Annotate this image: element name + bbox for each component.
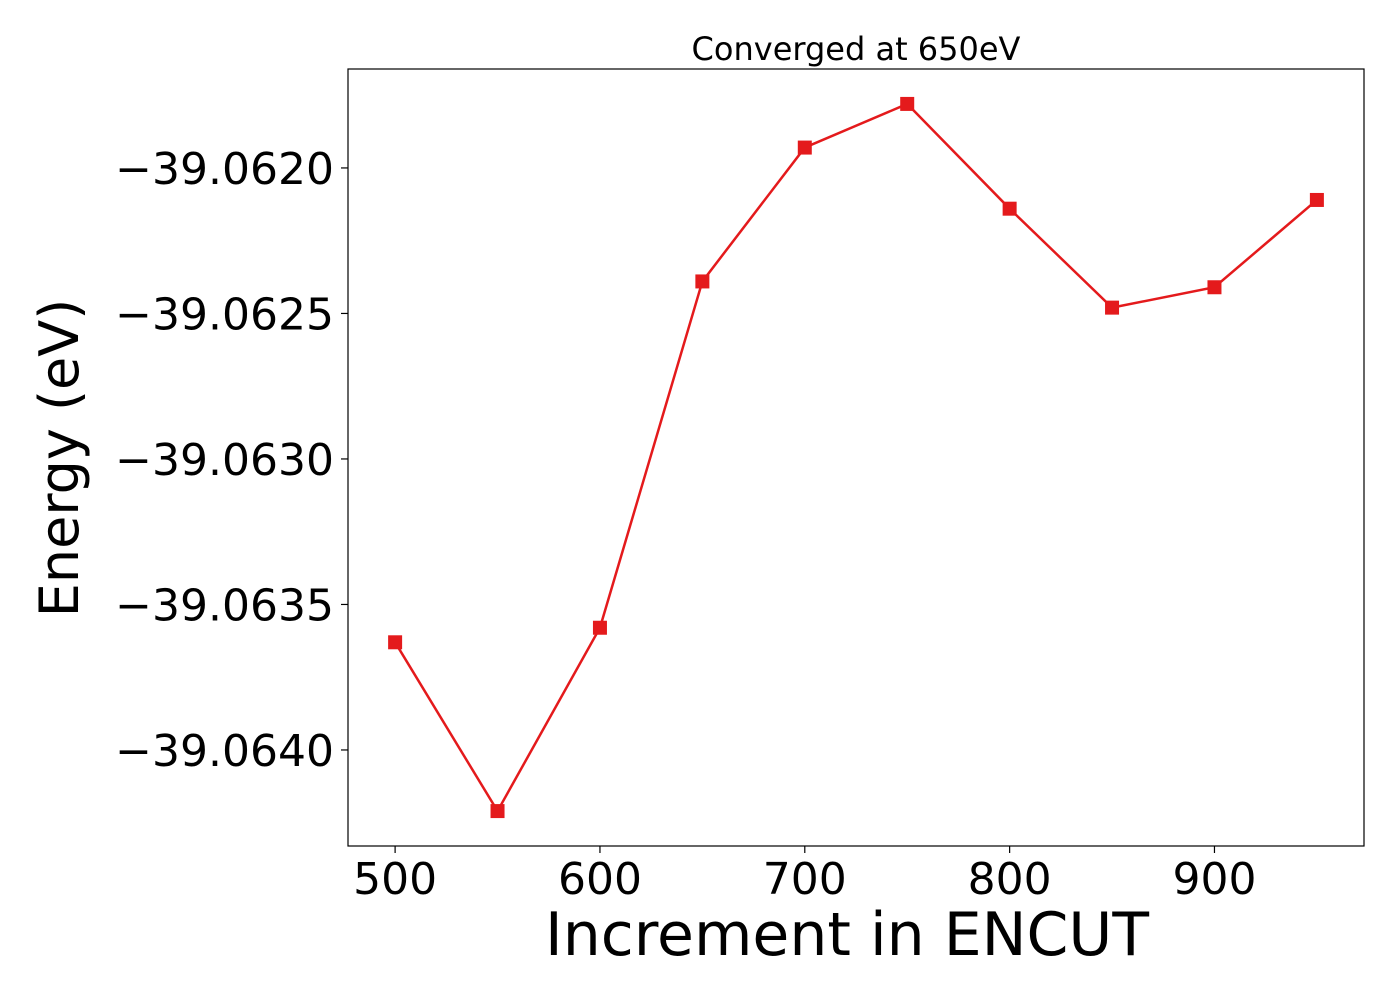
plot-series: [388, 96, 1324, 819]
series-line: [394, 102, 1318, 814]
x-axis-label: Increment in ENCUT: [545, 900, 1149, 970]
data-point-marker: [797, 140, 812, 155]
data-point-marker: [592, 620, 607, 635]
y-tick-label: −39.0635: [115, 580, 334, 631]
y-axis-label: Energy (eV): [28, 299, 91, 618]
plot-area-frame: [347, 68, 1365, 847]
y-axis-ticks: −39.0640 −39.0635 −39.0630 −39.0625 −39.0620: [115, 144, 348, 777]
y-tick-label: −39.0620: [115, 144, 334, 195]
data-point-marker: [388, 635, 403, 650]
y-tick-label: −39.0630: [115, 435, 334, 486]
x-tick-label: 700: [763, 854, 847, 905]
y-tick-label: −39.0625: [115, 289, 334, 340]
x-tick-label: 800: [968, 854, 1052, 905]
data-point-marker: [490, 804, 505, 819]
x-tick-label: 900: [1172, 854, 1256, 905]
data-point-marker: [900, 96, 915, 111]
data-point-marker: [1105, 300, 1120, 315]
chart-title: Converged at 650eV: [692, 30, 1021, 68]
data-point-marker: [1002, 201, 1017, 216]
data-point-marker: [1309, 192, 1324, 207]
x-tick-label: 500: [353, 854, 437, 905]
data-point-marker: [695, 274, 710, 289]
x-tick-label: 600: [558, 854, 642, 905]
x-axis-ticks: 500 600 700 800 900: [353, 846, 1256, 905]
data-point-marker: [1207, 280, 1222, 295]
y-tick-label: −39.0640: [115, 726, 334, 777]
